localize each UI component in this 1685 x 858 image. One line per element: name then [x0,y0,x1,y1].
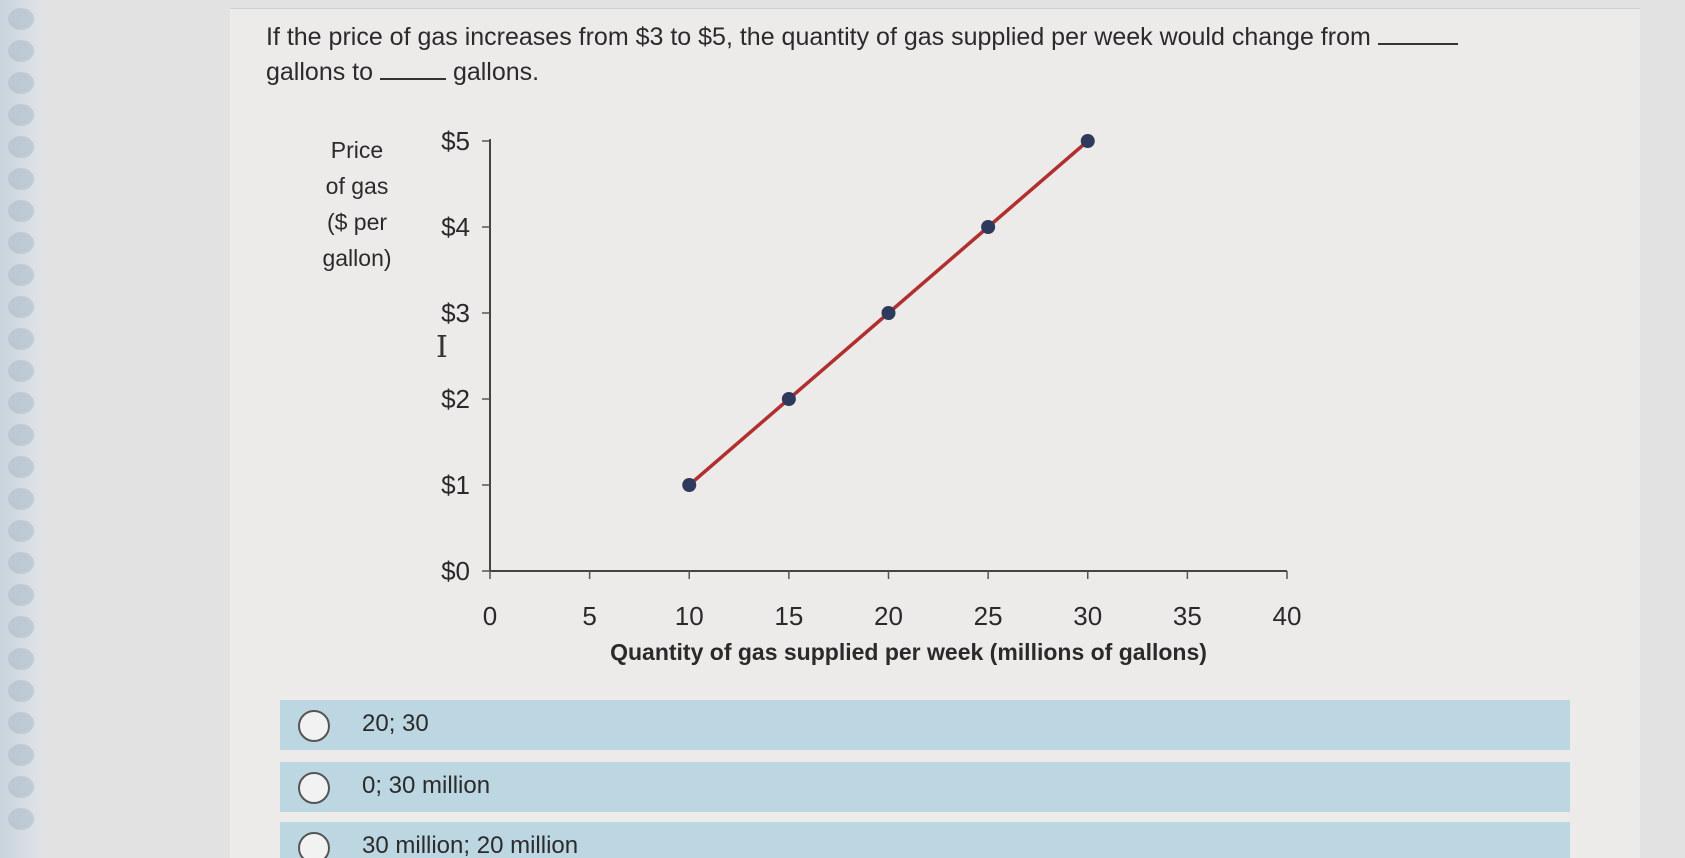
y-tick-label: $4 [441,212,470,242]
x-tick-label: 15 [774,601,803,631]
x-axis-title: Quantity of gas supplied per week (milli… [610,639,1207,665]
question-text-part1: If the price of gas increases from $3 to… [266,23,1371,51]
y-tick-label: $0 [441,556,470,586]
y-axis-title-line: of gas [325,173,389,199]
answer-blank-2 [379,58,446,80]
answer-option[interactable]: 30 million; 20 million [280,822,1570,858]
question-text: If the price of gas increases from $3 to… [266,20,1596,90]
y-axis-title-line: Price [330,137,384,163]
radio-button[interactable] [298,832,330,858]
data-point [1080,134,1095,148]
y-axis-title: Price of gas ($ per gallon) [312,132,402,276]
y-tick-label: $1 [441,470,470,500]
question-text-part3: gallons. [452,58,540,86]
data-point [682,478,697,492]
data-point [781,392,796,406]
y-tick-label: $5 [441,126,470,156]
x-tick-label: 30 [1073,601,1102,631]
radio-button[interactable] [298,772,330,804]
x-tick-label: 20 [874,601,903,631]
answer-blank-1 [1377,23,1458,45]
answer-option[interactable]: 0; 30 million [280,762,1570,812]
x-tick-label: 10 [675,601,704,631]
radio-button[interactable] [298,710,330,742]
x-tick-label: 25 [974,601,1003,631]
data-point [981,220,996,234]
answer-option-label: 0; 30 million [362,772,491,799]
left-edge-strip [0,0,42,858]
y-axis-title-line: ($ per [326,209,388,235]
y-tick-label: $3 [441,298,470,328]
data-point [881,306,896,320]
text-cursor-icon: I [436,330,448,365]
question-text-part2: gallons to [266,58,374,86]
x-tick-label: 0 [483,601,497,631]
y-axis-title-line: gallon) [322,245,392,271]
x-tick-label: 40 [1273,601,1302,631]
answer-option[interactable]: 20; 30 [280,700,1570,750]
x-tick-label: 35 [1173,601,1202,631]
answer-option-label: 30 million; 20 million [362,832,579,858]
answer-option-label: 20; 30 [362,710,429,737]
x-tick-label: 5 [582,601,596,631]
y-tick-label: $2 [441,384,470,414]
